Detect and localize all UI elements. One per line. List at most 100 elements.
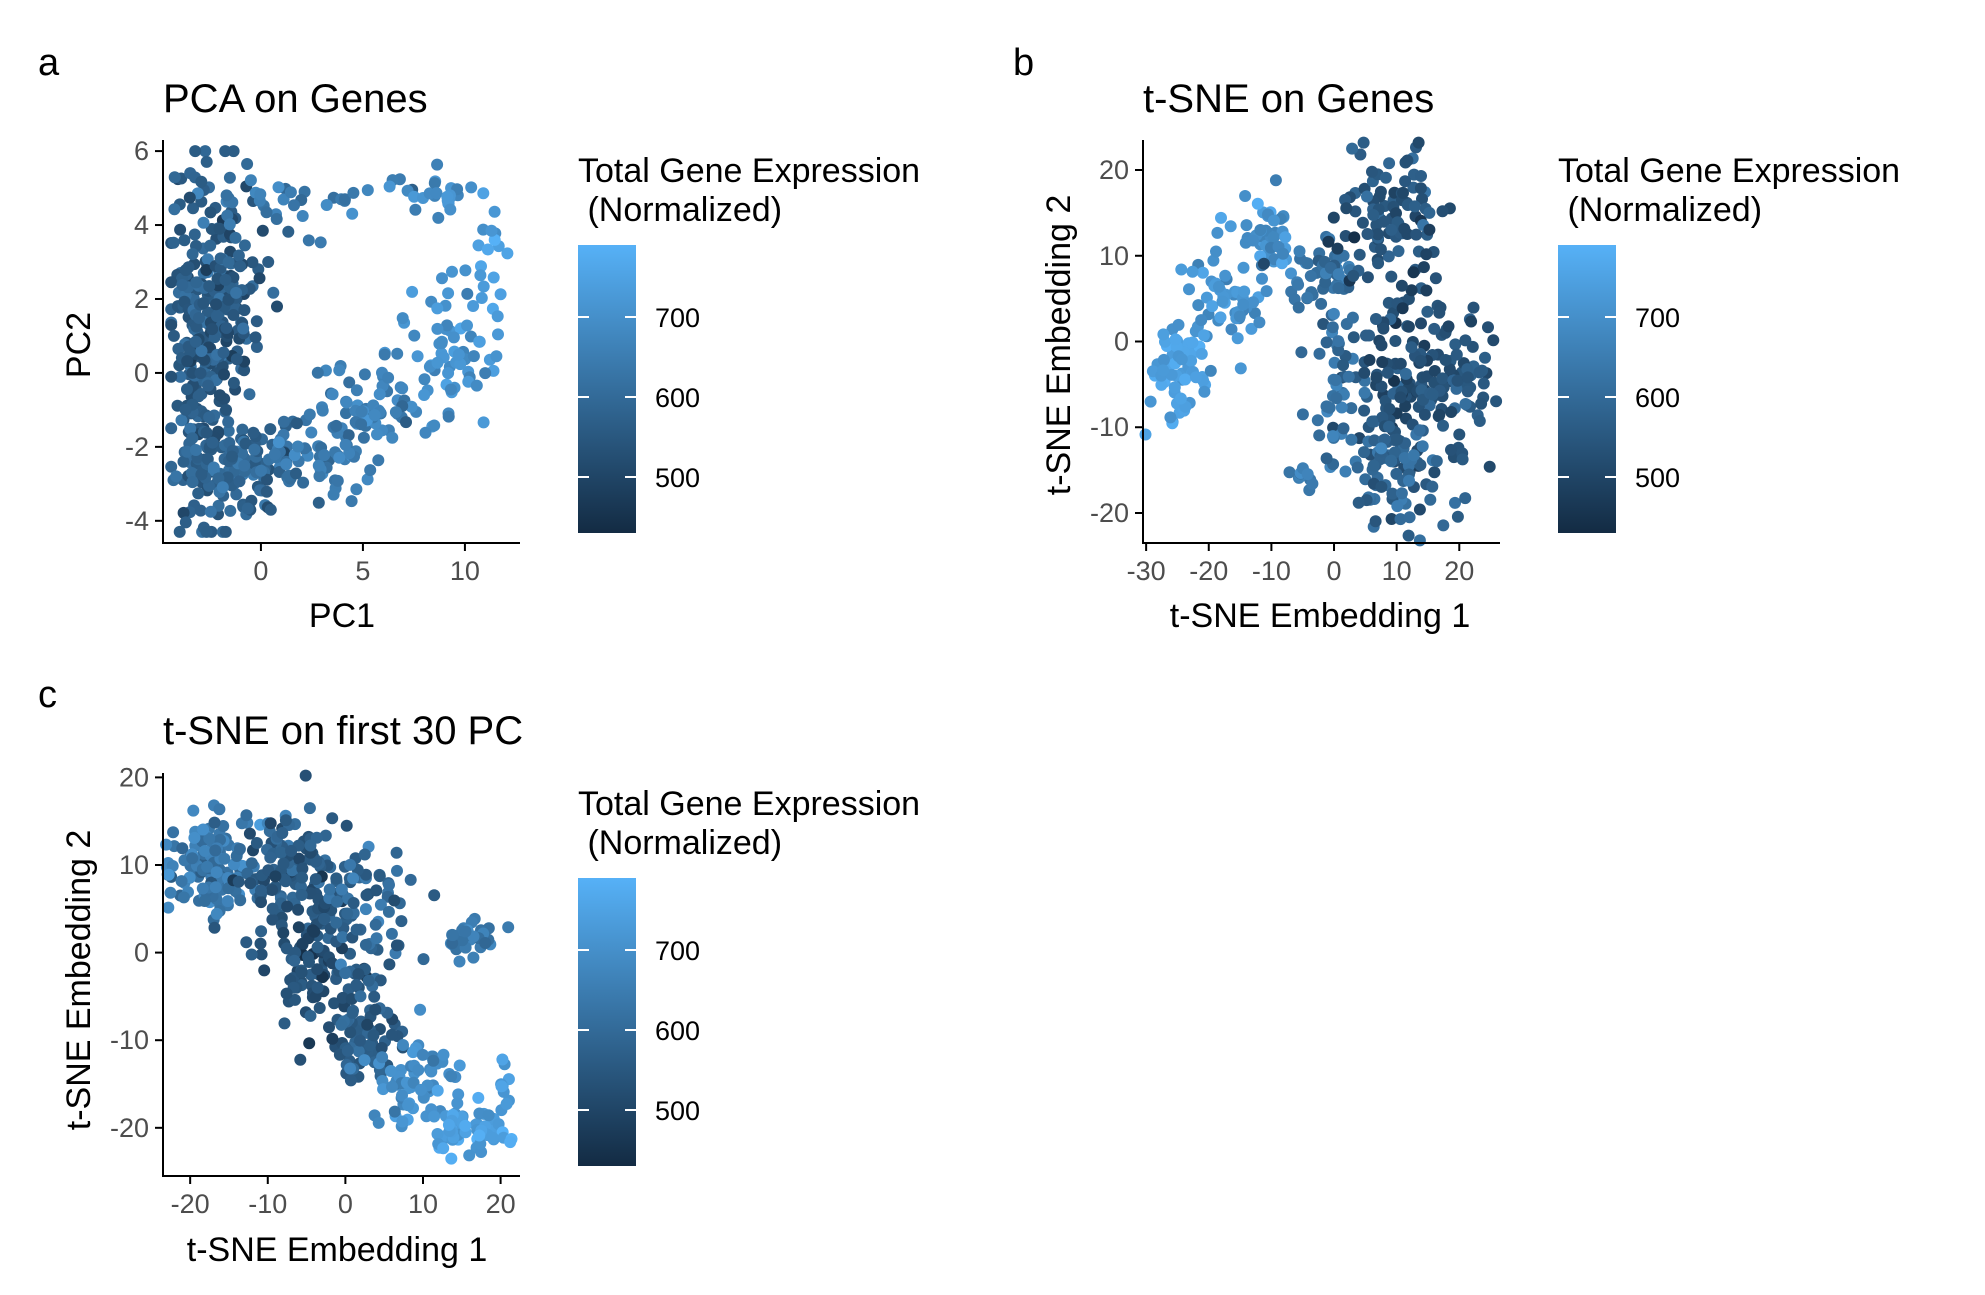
data-point	[352, 1045, 365, 1058]
data-point	[396, 382, 409, 395]
x-tick-label: -20	[171, 1189, 210, 1219]
y-tick-label: -20	[1090, 498, 1129, 528]
data-point	[341, 907, 354, 920]
data-point	[277, 857, 290, 870]
data-point	[255, 464, 267, 477]
colorbar-ticks: 500 600 700	[1558, 303, 1680, 493]
data-point	[1277, 247, 1289, 260]
data-point	[431, 302, 444, 315]
data-point	[1428, 322, 1441, 335]
data-point	[250, 341, 263, 353]
data-point	[1295, 346, 1308, 359]
data-point	[1413, 424, 1426, 437]
data-point	[276, 827, 289, 839]
data-point	[1415, 170, 1427, 182]
data-point	[295, 966, 308, 979]
data-point	[227, 309, 240, 321]
data-point	[453, 955, 466, 968]
x-tick-label: 0	[1327, 556, 1342, 586]
data-point	[1368, 434, 1381, 447]
data-point	[1398, 222, 1411, 235]
data-point	[168, 171, 181, 184]
data-point	[372, 1116, 385, 1129]
data-point	[1301, 291, 1314, 304]
data-point	[167, 329, 180, 342]
data-point	[1172, 318, 1185, 331]
legend-title-line1: Total Gene Expression	[1558, 152, 1900, 190]
data-point	[1394, 357, 1407, 370]
data-point	[1445, 406, 1458, 418]
data-point	[1418, 408, 1431, 421]
data-point	[326, 388, 339, 401]
data-point	[1352, 496, 1365, 509]
data-point	[1417, 261, 1430, 274]
data-point	[282, 225, 295, 238]
x-tick-label: -30	[1127, 556, 1166, 586]
data-point	[359, 903, 372, 916]
data-point	[178, 234, 191, 247]
data-point	[481, 243, 494, 256]
data-point	[1473, 415, 1486, 427]
data-point	[368, 990, 381, 1003]
data-point	[203, 280, 216, 293]
data-point	[354, 1034, 366, 1047]
data-point	[436, 272, 448, 285]
data-point	[441, 319, 453, 332]
data-point	[1296, 408, 1309, 421]
data-point	[459, 264, 472, 277]
data-point	[241, 502, 254, 515]
data-point	[238, 459, 251, 472]
data-point	[330, 872, 343, 885]
data-point	[262, 256, 275, 268]
data-point	[347, 872, 360, 885]
data-point	[407, 1076, 420, 1089]
data-point	[303, 802, 316, 815]
data-point	[373, 388, 386, 401]
data-point	[1267, 231, 1280, 244]
data-point	[1461, 385, 1474, 398]
data-point	[1155, 378, 1168, 391]
data-point	[279, 814, 292, 827]
data-point	[1260, 285, 1273, 298]
data-point	[1383, 420, 1395, 433]
data-point	[1267, 214, 1280, 227]
data-point	[1335, 401, 1348, 414]
data-point	[227, 145, 240, 158]
data-point	[1348, 231, 1361, 244]
data-point	[1214, 311, 1227, 324]
data-point	[430, 187, 443, 200]
data-point	[454, 358, 467, 371]
data-point	[1279, 231, 1292, 244]
data-point	[245, 857, 258, 870]
colorbar-tick-label: 600	[655, 383, 700, 413]
data-point	[1415, 317, 1427, 330]
data-point	[198, 895, 211, 907]
data-point	[292, 852, 305, 865]
data-point	[302, 234, 315, 247]
data-point	[233, 843, 246, 855]
data-point	[336, 991, 349, 1004]
x-tick-label: -10	[248, 1189, 287, 1219]
data-point	[1247, 234, 1260, 247]
scatter-points	[165, 145, 514, 538]
data-point	[1329, 374, 1342, 387]
data-point	[444, 383, 457, 396]
data-point	[459, 925, 472, 938]
data-point	[467, 300, 480, 312]
data-point	[1351, 461, 1364, 474]
data-point	[330, 419, 343, 432]
data-point	[1144, 395, 1157, 408]
data-point	[230, 353, 243, 366]
data-point	[452, 348, 465, 361]
data-point	[267, 286, 280, 299]
data-point	[221, 471, 234, 484]
data-point	[311, 941, 324, 954]
data-point	[1385, 223, 1398, 236]
data-point	[359, 938, 372, 951]
data-point	[226, 450, 238, 463]
x-tick-label: -20	[1189, 556, 1228, 586]
data-point	[177, 506, 190, 519]
data-point	[416, 1048, 429, 1061]
data-point	[1405, 341, 1418, 354]
data-point	[177, 891, 190, 904]
